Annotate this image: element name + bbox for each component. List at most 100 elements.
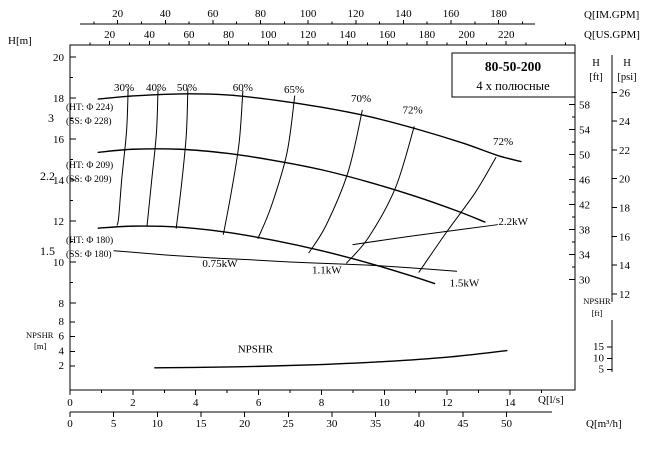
tick-label: 18 <box>619 203 631 215</box>
tick-label: 34 <box>579 250 591 262</box>
tick-label: 2 <box>59 360 65 372</box>
impeller-ht-label: (HT: Φ 224) <box>66 102 113 113</box>
efficiency-curve <box>308 109 363 254</box>
npshr-ft-header: NPSHR <box>583 296 611 306</box>
power-label: 1.1kW <box>312 264 342 276</box>
tick-label: 20 <box>53 52 65 64</box>
flow-axis-label-usgpm: Q[US.GPM] <box>584 29 640 41</box>
tick-label: 10 <box>593 352 605 364</box>
motor-power-label: 3 <box>48 111 54 125</box>
model-number: 80-50-200 <box>485 59 541 74</box>
tick-label: 40 <box>144 29 156 41</box>
tick-label: 54 <box>579 125 591 137</box>
tick-label: 100 <box>260 29 277 41</box>
tick-label: 8 <box>59 316 65 328</box>
tick-label: 30 <box>579 275 591 287</box>
tick-label: 46 <box>579 175 591 187</box>
tick-label: 8 <box>59 298 65 310</box>
tick-label: 200 <box>458 29 475 41</box>
tick-label: 30 <box>326 418 338 430</box>
efficiency-label: 30% <box>114 82 134 94</box>
tick-label: 25 <box>283 418 295 430</box>
tick-label: 120 <box>348 8 365 20</box>
tick-label: 16 <box>53 134 65 146</box>
tick-label: 0 <box>67 418 73 430</box>
efficiency-label: 65% <box>284 84 304 96</box>
tick-label: 14 <box>53 175 65 187</box>
power-label: 0.75kW <box>202 258 238 270</box>
tick-label: 6 <box>256 397 262 409</box>
efficiency-label: 70% <box>351 93 371 105</box>
impeller-ss-label: (SS: Φ 209) <box>66 174 111 185</box>
tick-label: 60 <box>183 29 195 41</box>
tick-label: 4 <box>193 397 199 409</box>
tick-label: 14 <box>619 260 631 272</box>
efficiency-label: 72% <box>403 104 423 116</box>
tick-label: 220 <box>498 29 515 41</box>
flow-axis-label-imgpm: Q[IM.GPM] <box>584 9 639 21</box>
tick-label: 24 <box>619 116 631 128</box>
impeller-ss-label: (SS: Φ 228) <box>66 116 111 127</box>
tick-label: 58 <box>579 100 591 112</box>
power-curve <box>368 264 458 272</box>
efficiency-curve <box>257 95 296 239</box>
tick-label: 18 <box>53 93 65 105</box>
efficiency-curve <box>222 90 244 235</box>
tick-label: 160 <box>443 8 460 20</box>
tick-label: 20 <box>104 29 116 41</box>
npshr-curve <box>154 349 508 369</box>
impeller-ss-label: (SS: Φ 180) <box>66 249 111 260</box>
efficiency-label: 50% <box>177 82 197 94</box>
efficiency-curve <box>116 88 129 226</box>
npshr-m-unit: [m] <box>34 341 46 351</box>
motor-power-label: 2.2 <box>40 169 55 183</box>
efficiency-curve <box>146 88 159 227</box>
tick-label: 180 <box>419 29 436 41</box>
model-title-box <box>451 52 576 98</box>
tick-label: 5 <box>111 418 117 430</box>
tick-label: 35 <box>370 418 382 430</box>
tick-label: 10 <box>53 257 65 269</box>
head-curve-224 <box>97 93 522 163</box>
power-label: 1.5kW <box>450 278 480 290</box>
tick-label: 14 <box>505 397 517 409</box>
efficiency-label: 60% <box>233 82 253 94</box>
tick-label: 12 <box>619 289 630 301</box>
tick-label: 26 <box>619 87 631 99</box>
tick-label: 40 <box>160 8 172 20</box>
tick-label: 2 <box>130 397 136 409</box>
tick-label: 60 <box>207 8 219 20</box>
npshr-m-header: NPSHR <box>26 330 54 340</box>
impeller-ht-label: (HT: Φ 209) <box>66 160 113 171</box>
tick-label: 38 <box>579 225 591 237</box>
tick-label: 4 <box>59 345 65 357</box>
head-ft-unit: [ft] <box>589 72 602 83</box>
flow-axis-label-ls: Q[l/s] <box>538 394 564 406</box>
tick-label: 15 <box>195 418 207 430</box>
tick-label: 80 <box>223 29 235 41</box>
head-ft-header: H <box>592 58 600 69</box>
efficiency-curve <box>175 88 189 229</box>
tick-label: 12 <box>442 397 453 409</box>
tick-label: 20 <box>619 174 631 186</box>
tick-label: 12 <box>53 216 64 228</box>
tick-label: 140 <box>395 8 412 20</box>
head-axis-label: H[m] <box>8 35 32 47</box>
head-psi-unit: [psi] <box>617 72 636 83</box>
tick-label: 180 <box>490 8 507 20</box>
tick-label: 22 <box>619 145 630 157</box>
tick-label: 140 <box>339 29 356 41</box>
tick-label: 160 <box>379 29 396 41</box>
tick-label: 42 <box>579 200 590 212</box>
tick-label: 40 <box>414 418 426 430</box>
tick-label: 20 <box>239 418 251 430</box>
power-curve <box>245 259 370 266</box>
flow-axis-label-m3h: Q[m³/h] <box>586 418 622 430</box>
tick-label: 6 <box>59 331 65 343</box>
motor-power-label: 1.5 <box>40 244 55 258</box>
tick-label: 8 <box>319 397 325 409</box>
tick-label: 16 <box>619 231 631 243</box>
tick-label: 10 <box>152 418 164 430</box>
